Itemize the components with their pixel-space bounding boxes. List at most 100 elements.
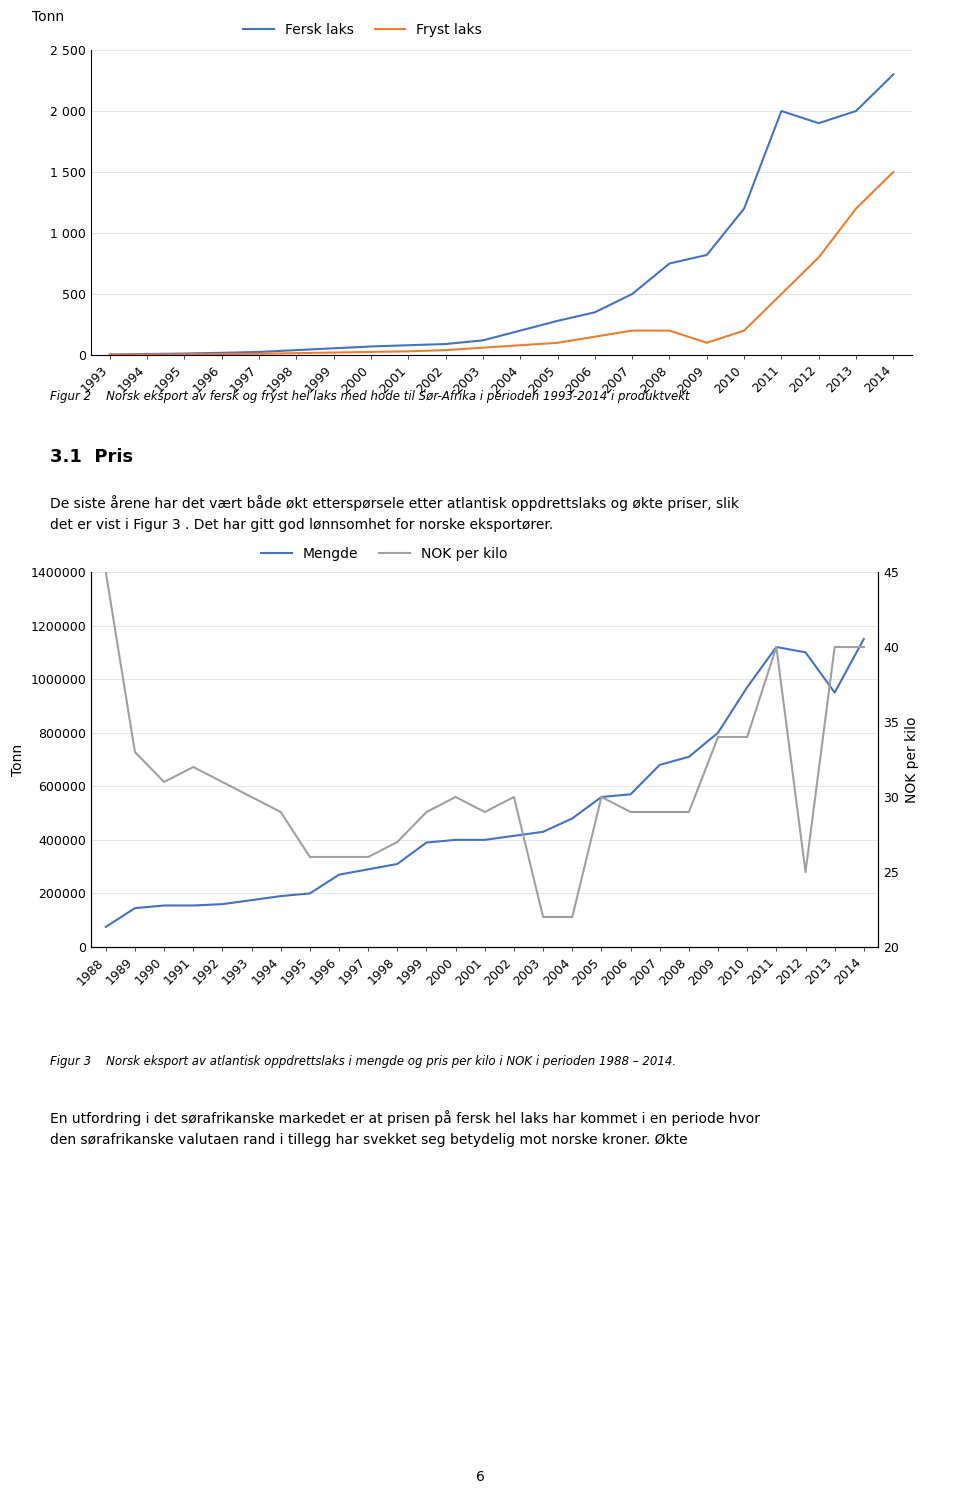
Mengde <box>538 823 549 842</box>
Fryst laks <box>216 345 228 363</box>
NOK per kilo <box>800 863 811 881</box>
Y-axis label: Tonn: Tonn <box>11 743 25 775</box>
Fersk laks <box>663 254 675 272</box>
Fersk laks <box>813 115 825 133</box>
Fersk laks <box>851 101 862 119</box>
Mengde <box>625 786 636 804</box>
Mengde <box>420 834 432 852</box>
Fersk laks <box>291 341 302 360</box>
Mengde <box>566 810 578 828</box>
NOK per kilo <box>420 802 432 820</box>
NOK per kilo <box>333 848 345 866</box>
NOK per kilo <box>654 802 665 820</box>
Fersk laks <box>776 101 787 119</box>
Mengde <box>712 724 724 742</box>
Fryst laks <box>701 334 712 352</box>
NOK per kilo <box>712 728 724 746</box>
Fryst laks <box>515 335 526 354</box>
NOK per kilo <box>450 787 462 805</box>
Mengde <box>333 866 345 884</box>
Fryst laks <box>291 345 302 363</box>
Text: Figur 3    Norsk eksport av atlantisk oppdrettslaks i mengde og pris per kilo i : Figur 3 Norsk eksport av atlantisk oppdr… <box>50 1055 676 1068</box>
Fryst laks <box>253 345 265 363</box>
NOK per kilo <box>392 833 403 851</box>
Fersk laks <box>477 331 489 349</box>
Fersk laks <box>365 337 376 355</box>
Fryst laks <box>365 343 376 361</box>
Mengde <box>479 831 491 849</box>
Text: De siste årene har det vært både økt etterspørsele etter atlantisk oppdrettslaks: De siste årene har det vært både økt ett… <box>50 496 739 511</box>
Text: 3.1  Pris: 3.1 Pris <box>50 447 133 465</box>
Text: det er vist i Figur 3 . Det har gitt god lønnsomhet for norske eksportører.: det er vist i Figur 3 . Det har gitt god… <box>50 518 553 532</box>
Mengde <box>100 917 111 935</box>
Line: NOK per kilo: NOK per kilo <box>106 573 864 917</box>
Fersk laks <box>552 311 564 329</box>
Fersk laks <box>589 304 601 322</box>
Line: Fersk laks: Fersk laks <box>109 74 894 355</box>
NOK per kilo <box>508 787 519 805</box>
Fryst laks <box>402 343 414 361</box>
Mengde <box>246 891 257 910</box>
NOK per kilo <box>275 802 286 820</box>
NOK per kilo <box>100 564 111 582</box>
Mengde <box>304 884 316 902</box>
NOK per kilo <box>246 787 257 805</box>
Fryst laks <box>851 199 862 218</box>
NOK per kilo <box>217 774 228 792</box>
Fryst laks <box>813 248 825 266</box>
Mengde <box>392 855 403 873</box>
Text: Figur 2    Norsk eksport av fersk og fryst hel laks med hode til Sør-Afrika i pe: Figur 2 Norsk eksport av fersk og fryst … <box>50 390 689 403</box>
Fryst laks <box>738 322 750 340</box>
Text: En utfordring i det sørafrikanske markedet er at prisen på fersk hel laks har ko: En utfordring i det sørafrikanske marked… <box>50 1111 760 1126</box>
Fersk laks <box>888 65 900 83</box>
Fersk laks <box>141 345 153 363</box>
NOK per kilo <box>858 638 870 656</box>
Fersk laks <box>216 343 228 361</box>
NOK per kilo <box>538 908 549 926</box>
NOK per kilo <box>479 802 491 820</box>
Fryst laks <box>888 163 900 181</box>
Mengde <box>858 630 870 648</box>
Fryst laks <box>552 334 564 352</box>
Mengde <box>217 895 228 913</box>
Mengde <box>187 896 199 914</box>
Mengde <box>595 787 607 805</box>
Fryst laks <box>328 343 340 361</box>
Fersk laks <box>515 322 526 340</box>
Legend: Mengde, NOK per kilo: Mengde, NOK per kilo <box>255 541 513 567</box>
Text: den sørafrikanske valutaen rand i tillegg har svekket seg betydelig mot norske k: den sørafrikanske valutaen rand i tilleg… <box>50 1133 687 1147</box>
NOK per kilo <box>771 638 782 656</box>
Fryst laks <box>627 322 638 340</box>
NOK per kilo <box>304 848 316 866</box>
NOK per kilo <box>363 848 374 866</box>
Fersk laks <box>104 346 115 364</box>
Fersk laks <box>440 335 451 354</box>
Text: Tonn: Tonn <box>32 11 64 24</box>
Y-axis label: NOK per kilo: NOK per kilo <box>904 716 919 802</box>
Fryst laks <box>179 346 190 364</box>
Fersk laks <box>738 199 750 218</box>
NOK per kilo <box>625 802 636 820</box>
Fersk laks <box>402 335 414 354</box>
NOK per kilo <box>741 728 753 746</box>
Text: 6: 6 <box>475 1470 485 1484</box>
Fryst laks <box>663 322 675 340</box>
Fryst laks <box>477 338 489 357</box>
Fryst laks <box>440 341 451 360</box>
Line: Fryst laks: Fryst laks <box>109 172 894 355</box>
NOK per kilo <box>684 802 695 820</box>
Mengde <box>684 748 695 766</box>
Fersk laks <box>179 345 190 363</box>
Mengde <box>450 831 462 849</box>
Mengde <box>275 887 286 905</box>
NOK per kilo <box>130 743 141 762</box>
Mengde <box>771 638 782 656</box>
Fersk laks <box>328 340 340 358</box>
Mengde <box>130 899 141 917</box>
Mengde <box>654 756 665 774</box>
Fryst laks <box>776 286 787 304</box>
NOK per kilo <box>828 638 840 656</box>
Mengde <box>158 896 170 914</box>
NOK per kilo <box>595 787 607 805</box>
Legend: Fersk laks, Fryst laks: Fersk laks, Fryst laks <box>238 17 488 42</box>
